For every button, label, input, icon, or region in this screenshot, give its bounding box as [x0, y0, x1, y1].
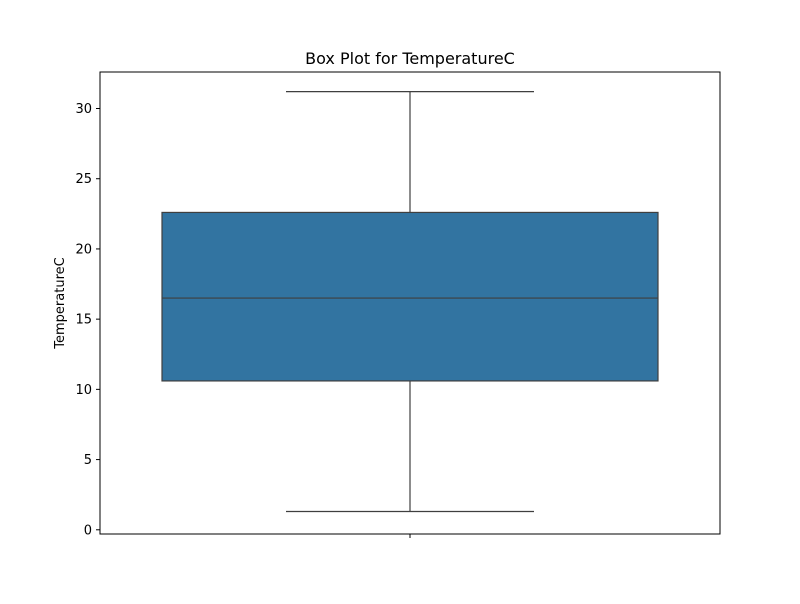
interquartile-box	[161, 211, 659, 382]
y-axis-ticks: 0 5 10 15 20 25 30	[75, 102, 100, 538]
box-plot	[161, 91, 659, 513]
plot-frame	[99, 71, 721, 535]
y-tick-label: 25	[75, 172, 92, 187]
y-tick-label: 5	[84, 453, 92, 468]
y-axis-label: TemperatureC	[53, 257, 68, 349]
y-tick-label: 10	[75, 383, 92, 398]
y-tick-label: 15	[75, 313, 92, 328]
chart-title: Box Plot for TemperatureC	[305, 49, 515, 68]
y-tick-label: 30	[75, 102, 92, 117]
y-tick-label: 0	[84, 523, 92, 538]
y-tick-label: 20	[75, 242, 92, 257]
